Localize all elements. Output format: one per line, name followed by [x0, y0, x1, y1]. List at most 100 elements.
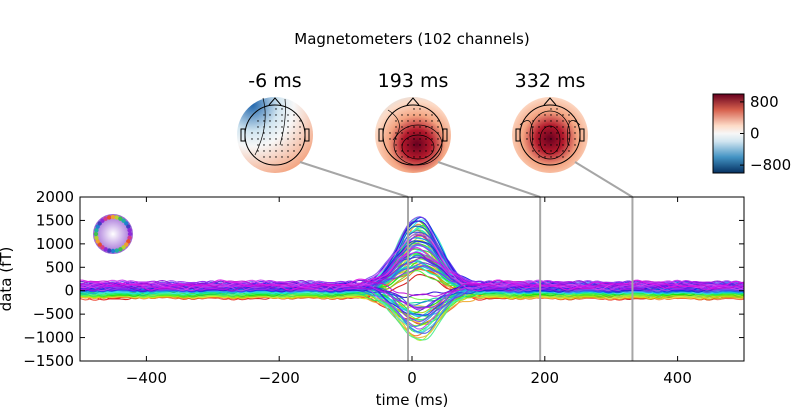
legend-dot	[103, 247, 108, 252]
sensor-dot	[395, 138, 397, 140]
sensor-dot	[401, 114, 403, 116]
legend-dot	[103, 216, 108, 221]
y-axis-label: data (fT)	[0, 247, 15, 312]
sensor-dot	[538, 138, 540, 140]
sensor-dot	[556, 138, 558, 140]
sensor-dot	[562, 150, 564, 152]
sensor-dot	[538, 120, 540, 122]
legend-dot	[126, 239, 131, 244]
topomap-time-label: -6 ms	[248, 70, 301, 92]
sensor-dot	[568, 150, 570, 152]
sensor-dot	[574, 138, 576, 140]
sensor-dot	[556, 108, 558, 110]
x-tick-label: 200	[530, 369, 559, 387]
sensor-dot	[538, 150, 540, 152]
sensor-dot	[257, 144, 259, 146]
sensor-dot	[419, 114, 421, 116]
sensor-dot	[431, 132, 433, 134]
sensor-dot	[407, 150, 409, 152]
legend-dot	[118, 247, 123, 252]
sensor-dot	[419, 156, 421, 158]
sensor-dot	[425, 120, 427, 122]
sensor-dot	[538, 156, 540, 158]
topomap-group: -6 ms 193 ms 332 ms	[237, 70, 588, 173]
sensor-dot	[269, 150, 271, 152]
legend-dot	[127, 235, 132, 240]
legend-dot	[118, 216, 123, 221]
x-axis-label: time (ms)	[376, 391, 449, 409]
sensor-dot	[556, 144, 558, 146]
topomap-time-label: 332 ms	[515, 70, 586, 92]
sensor-dot	[419, 132, 421, 134]
sensor-dot	[299, 132, 301, 134]
sensor-dot	[293, 120, 295, 122]
sensor-dot	[287, 126, 289, 128]
sensor-dot	[401, 126, 403, 128]
sensor-dot	[562, 132, 564, 134]
sensor-dot	[532, 144, 534, 146]
sensor-dot	[395, 132, 397, 134]
sensor-dot	[532, 132, 534, 134]
legend-dot	[95, 239, 100, 244]
legend-dot	[121, 245, 126, 250]
sensor-dot	[287, 156, 289, 158]
sensor-dot	[263, 114, 265, 116]
y-tick-label: 1000	[36, 235, 74, 253]
sensor-dot	[556, 120, 558, 122]
sensor-dot	[281, 108, 283, 110]
sensor-dot	[532, 126, 534, 128]
sensor-dot	[287, 144, 289, 146]
sensor-dot	[269, 132, 271, 134]
sensor-dot	[281, 156, 283, 158]
sensor-dot	[407, 156, 409, 158]
sensor-dot	[401, 138, 403, 140]
sensor-dot	[532, 120, 534, 122]
legend-dot	[107, 215, 112, 220]
sensor-dot	[568, 120, 570, 122]
sensor-dot	[413, 156, 415, 158]
legend-dot	[127, 231, 133, 237]
x-tick-label: 400	[663, 369, 692, 387]
sensor-dot	[419, 120, 421, 122]
sensor-dot	[263, 126, 265, 128]
y-tick-label: −500	[33, 305, 74, 323]
sensor-dot	[257, 138, 259, 140]
sensor-dot	[401, 120, 403, 122]
sensor-dot	[568, 114, 570, 116]
sensor-dot	[293, 144, 295, 146]
sensor-dot	[556, 126, 558, 128]
topomap	[237, 97, 313, 173]
sensor-dot	[413, 108, 415, 110]
sensor-dot	[281, 144, 283, 146]
sensor-dot	[538, 114, 540, 116]
sensor-dot	[568, 132, 570, 134]
sensor-dot	[544, 126, 546, 128]
y-axis: 2000 1500 1000 500 0 −500 −1000 −1500	[23, 188, 744, 370]
legend-dot	[97, 221, 102, 226]
sensor-dot	[263, 138, 265, 140]
sensor-dot	[550, 150, 552, 152]
sensor-dot	[562, 126, 564, 128]
sensor-dot	[257, 132, 259, 134]
sensor-dot	[568, 126, 570, 128]
sensor-dot	[532, 150, 534, 152]
sensor-dot	[425, 126, 427, 128]
topomap-time-label: 193 ms	[378, 70, 449, 92]
sensor-dot	[544, 114, 546, 116]
sensor-dot	[538, 144, 540, 146]
chart-title: Magnetometers (102 channels)	[294, 30, 529, 48]
sensor-dot	[544, 156, 546, 158]
sensor-dot	[281, 126, 283, 128]
sensor-dot	[550, 144, 552, 146]
sensor-dot	[299, 144, 301, 146]
sensor-dot	[419, 150, 421, 152]
sensor-dot	[562, 138, 564, 140]
sensor-dot	[281, 150, 283, 152]
sensor-dot	[419, 144, 421, 146]
sensor-dot	[413, 120, 415, 122]
sensor-legend-icon	[93, 214, 133, 254]
sensor-dot	[550, 108, 552, 110]
sensor-dot	[269, 144, 271, 146]
sensor-dot	[275, 150, 277, 152]
